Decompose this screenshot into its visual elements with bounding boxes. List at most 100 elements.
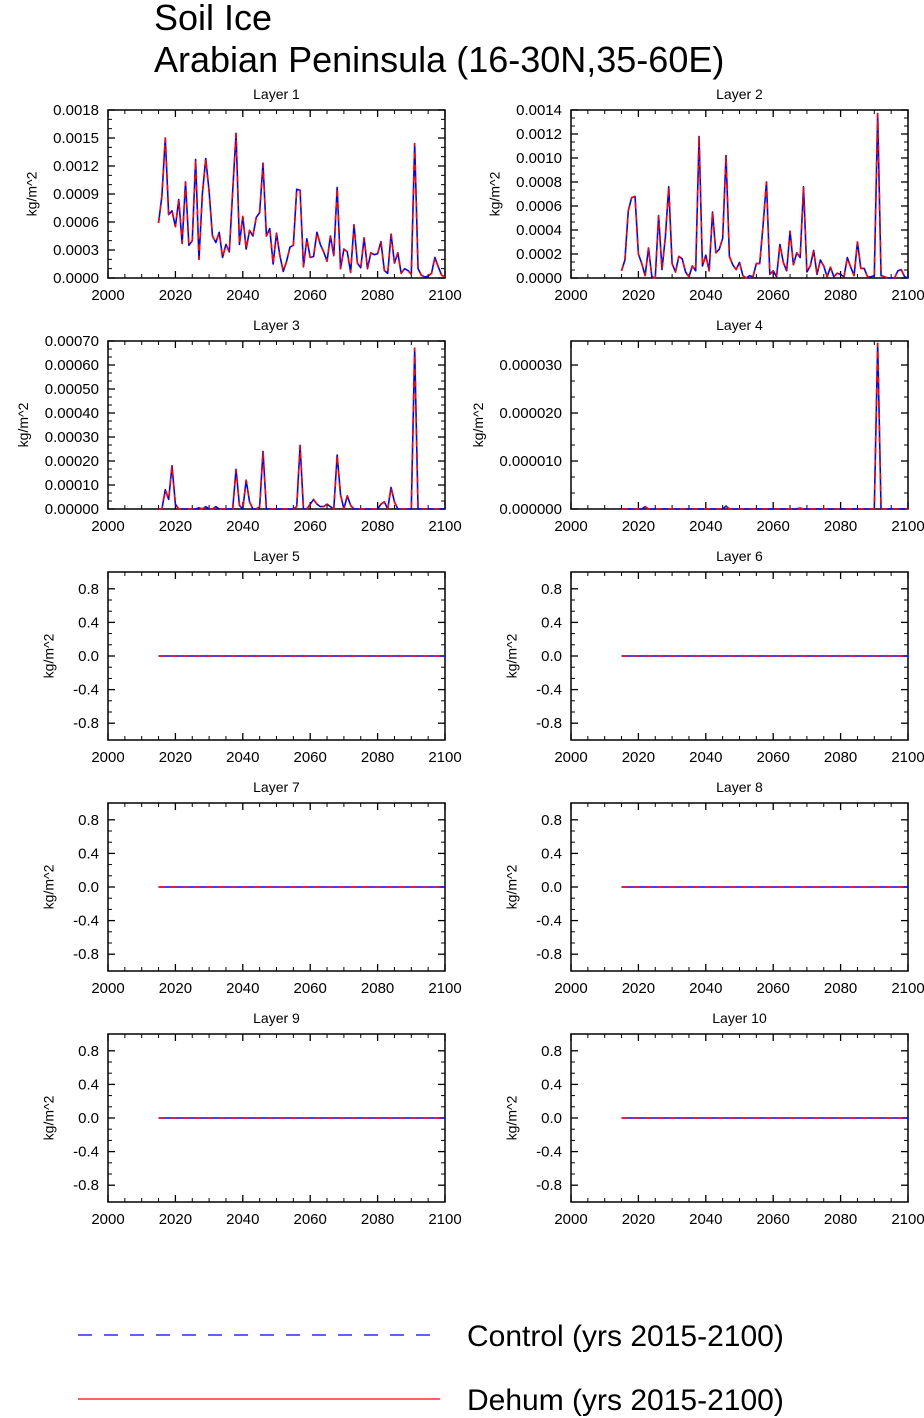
x-tick-label: 2000: [91, 1211, 124, 1228]
x-tick-label: 2060: [757, 1211, 790, 1228]
panel-title: Layer 9: [253, 1010, 300, 1026]
y-tick-label: 0.8: [541, 1043, 562, 1060]
y-axis-label: kg/m^2: [40, 864, 56, 909]
x-tick-label: 2060: [757, 749, 790, 766]
y-tick-label: -0.8: [73, 715, 99, 732]
x-tick-label: 2020: [622, 749, 655, 766]
y-tick-label: 0.0010: [516, 150, 562, 167]
y-tick-label: 0.8: [541, 812, 562, 829]
series-control: [157, 132, 446, 278]
x-tick-label: 2020: [159, 287, 192, 304]
y-tick-label: 0.000000: [499, 501, 562, 518]
panel-layer-6: Layer 6 kg/m^2 2000 2020 2040 2060 2080 2100 -0.…: [503, 548, 924, 766]
x-tick-label: 2040: [689, 287, 722, 304]
x-tick-label: 2020: [159, 980, 192, 997]
x-tick-label: 2060: [294, 980, 327, 997]
panel-layer-2: Layer 2 kg/m^2 2000 2020 2040 2060 2080 2100 0.0…: [487, 86, 924, 304]
x-tick-label: 2080: [361, 980, 394, 997]
y-tick-label: 0.0002: [516, 246, 562, 263]
y-tick-label: 0.000010: [499, 453, 562, 470]
panel-title: Layer 6: [716, 548, 763, 564]
y-tick-label: 0.4: [541, 845, 562, 862]
plot-frame: [570, 340, 909, 510]
y-tick-label: 0.0014: [516, 102, 562, 119]
y-tick-label: -0.4: [536, 1144, 562, 1161]
x-tick-label: 2100: [428, 980, 461, 997]
y-tick-label: 0.0: [78, 879, 99, 896]
x-tick-label: 2000: [554, 287, 587, 304]
x-tick-label: 2100: [891, 518, 924, 535]
y-tick-label: -0.8: [73, 1177, 99, 1194]
x-tick-label: 2020: [622, 287, 655, 304]
y-tick-label: 0.00040: [45, 405, 99, 422]
y-axis-label: kg/m^2: [40, 633, 56, 678]
x-tick-label: 2080: [361, 518, 394, 535]
panel-title: Layer 3: [253, 317, 300, 333]
series-dehum: [621, 342, 908, 510]
y-tick-label: 0.0018: [53, 102, 99, 119]
y-tick-label: -0.8: [536, 1177, 562, 1194]
x-tick-label: 2100: [428, 749, 461, 766]
x-tick-label: 2060: [757, 518, 790, 535]
series-dehum: [158, 347, 445, 510]
y-axis-label: kg/m^2: [503, 633, 519, 678]
x-tick-label: 2100: [428, 1211, 461, 1228]
x-tick-label: 2080: [361, 749, 394, 766]
y-tick-label: 0.0000: [516, 270, 562, 287]
x-tick-label: 2080: [361, 1211, 394, 1228]
y-axis-label: kg/m^2: [503, 864, 519, 909]
y-tick-label: 0.00060: [45, 357, 99, 374]
y-tick-label: 0.0000: [53, 270, 99, 287]
panel-title: Layer 1: [253, 86, 300, 102]
x-tick-label: 2020: [159, 749, 192, 766]
plot-frame: [107, 109, 446, 279]
y-tick-label: -0.4: [73, 682, 99, 699]
y-tick-label: 0.4: [78, 1076, 99, 1093]
y-tick-label: 0.000030: [499, 357, 562, 374]
y-axis-label: kg/m^2: [487, 171, 503, 216]
legend: Control (yrs 2015-2100) Dehum (yrs 2015-…: [78, 1320, 784, 1417]
y-tick-label: 0.8: [541, 581, 562, 598]
x-tick-label: 2040: [226, 287, 259, 304]
y-tick-label: 0.0012: [53, 158, 99, 175]
x-tick-label: 2100: [891, 980, 924, 997]
x-tick-label: 2040: [226, 980, 259, 997]
y-tick-label: -0.8: [536, 946, 562, 963]
y-tick-label: 0.0008: [516, 174, 562, 191]
x-tick-label: 2040: [689, 749, 722, 766]
y-axis-label: kg/m^2: [470, 402, 486, 447]
y-tick-label: 0.0015: [53, 130, 99, 147]
panel-layer-7: Layer 7 kg/m^2 2000 2020 2040 2060 2080 2100 -0.…: [40, 779, 461, 997]
x-tick-label: 2020: [159, 1211, 192, 1228]
x-tick-label: 2040: [226, 518, 259, 535]
y-tick-label: 0.8: [78, 581, 99, 598]
x-tick-label: 2000: [91, 980, 124, 997]
y-tick-label: 0.00000: [45, 501, 99, 518]
y-tick-label: 0.0: [78, 648, 99, 665]
panel-layer-10: Layer 10 kg/m^2 2000 2020 2040 2060 2080 2100 -0…: [503, 1010, 924, 1228]
panel-title: Layer 4: [716, 317, 763, 333]
x-tick-label: 2040: [689, 1211, 722, 1228]
y-tick-label: 0.00050: [45, 381, 99, 398]
x-tick-label: 2080: [824, 287, 857, 304]
y-tick-label: 0.0012: [516, 126, 562, 143]
x-tick-label: 2060: [757, 980, 790, 997]
y-tick-label: 0.0: [78, 1110, 99, 1127]
x-tick-label: 2060: [294, 1211, 327, 1228]
legend-dehum-label: Dehum (yrs 2015-2100): [467, 1384, 784, 1417]
x-tick-label: 2040: [689, 980, 722, 997]
plot-frame: [570, 109, 909, 279]
y-tick-label: 0.0004: [516, 222, 562, 239]
x-tick-label: 2020: [622, 980, 655, 997]
y-tick-label: -0.4: [73, 913, 99, 930]
panel-layer-5: Layer 5 kg/m^2 2000 2020 2040 2060 2080 2100 -0.…: [40, 548, 461, 766]
panel-title: Layer 8: [716, 779, 763, 795]
y-tick-label: -0.4: [73, 1144, 99, 1161]
y-tick-label: 0.000020: [499, 405, 562, 422]
series-control: [158, 347, 445, 510]
series-dehum: [620, 112, 909, 279]
x-tick-label: 2060: [294, 518, 327, 535]
y-tick-label: 0.4: [541, 1076, 562, 1093]
x-tick-label: 2100: [428, 518, 461, 535]
